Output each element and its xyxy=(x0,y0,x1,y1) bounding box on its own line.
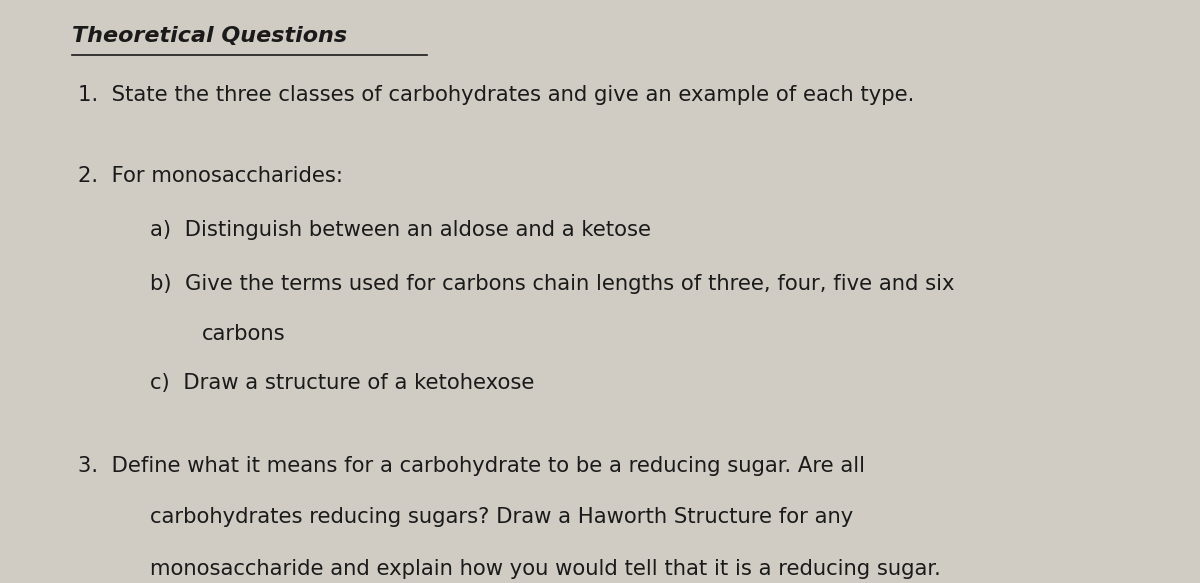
Text: carbons: carbons xyxy=(202,324,286,343)
Text: 3.  Define what it means for a carbohydrate to be a reducing sugar. Are all: 3. Define what it means for a carbohydra… xyxy=(78,456,865,476)
Text: Theoretical Questions: Theoretical Questions xyxy=(72,26,347,46)
Text: c)  Draw a structure of a ketohexose: c) Draw a structure of a ketohexose xyxy=(150,373,534,393)
Text: monosaccharide and explain how you would tell that it is a reducing sugar.: monosaccharide and explain how you would… xyxy=(150,559,941,578)
Text: b)  Give the terms used for carbons chain lengths of three, four, five and six: b) Give the terms used for carbons chain… xyxy=(150,274,954,294)
Text: a)  Distinguish between an aldose and a ketose: a) Distinguish between an aldose and a k… xyxy=(150,220,650,240)
Text: 1.  State the three classes of carbohydrates and give an example of each type.: 1. State the three classes of carbohydra… xyxy=(78,85,914,104)
Text: carbohydrates reducing sugars? Draw a Haworth Structure for any: carbohydrates reducing sugars? Draw a Ha… xyxy=(150,507,853,527)
Text: 2.  For monosaccharides:: 2. For monosaccharides: xyxy=(78,166,343,186)
